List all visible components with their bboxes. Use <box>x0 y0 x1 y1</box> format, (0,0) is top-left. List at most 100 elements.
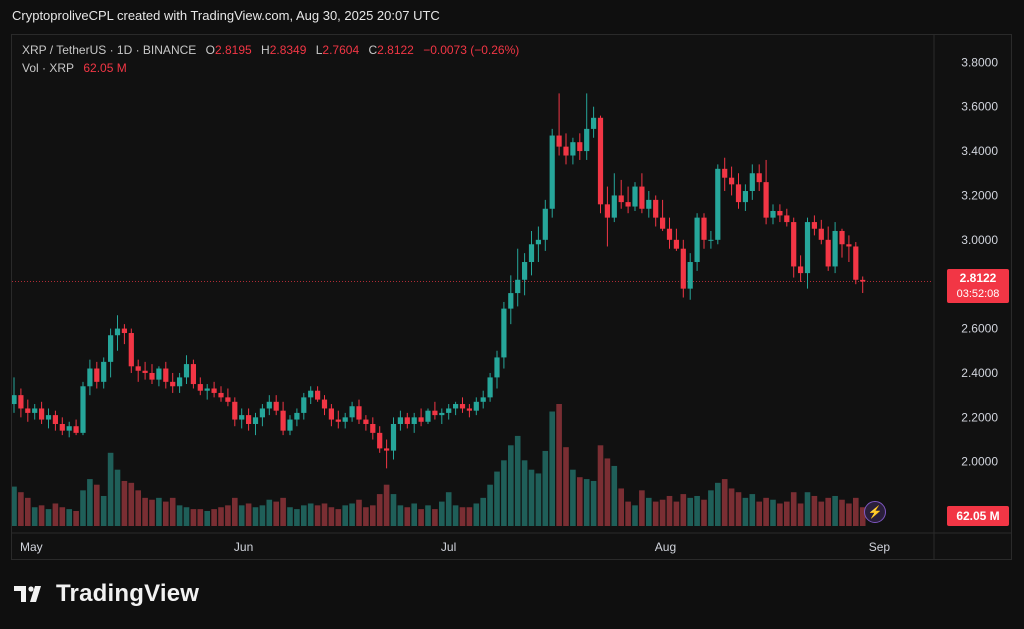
volume-bar <box>535 473 542 526</box>
volume-bar <box>307 503 314 526</box>
volume-bar <box>818 501 825 526</box>
candle-body <box>508 293 514 309</box>
chart-legend: XRP / TetherUS · 1D · BINANCE O2.8195 H2… <box>22 41 519 77</box>
volume-bar <box>425 505 431 526</box>
volume-bar <box>811 495 818 526</box>
candle-body <box>722 168 728 178</box>
volume-bar <box>404 507 411 526</box>
candle-body <box>453 404 459 409</box>
candle-body <box>12 395 17 405</box>
volume-bar <box>590 480 597 526</box>
volume-bar <box>784 501 790 526</box>
volume-bar <box>632 505 638 526</box>
candle-body <box>811 222 817 229</box>
volume-bar <box>708 490 714 526</box>
volume-bar <box>494 471 500 526</box>
candle-body <box>639 186 645 209</box>
legend-low-value: 2.7604 <box>322 43 360 57</box>
volume-bar <box>604 458 611 526</box>
candle-body <box>432 410 438 416</box>
volume-bar <box>804 492 811 526</box>
volume-bar <box>176 505 183 526</box>
volume-bar <box>259 505 266 526</box>
volume-bar <box>169 497 176 526</box>
candle-body <box>660 217 666 229</box>
volume-bar <box>376 494 383 526</box>
candle-body <box>425 410 431 422</box>
candle-body <box>804 222 811 274</box>
y-tick-label: 3.0000 <box>961 233 998 247</box>
candle-body <box>142 370 148 373</box>
candle-body <box>197 384 203 391</box>
candle-body <box>404 417 410 424</box>
candle-body <box>694 217 700 263</box>
candle-body <box>356 406 362 420</box>
volume-bar <box>59 507 66 526</box>
candle-body <box>777 210 783 216</box>
bolt-icon[interactable]: ⚡ <box>864 501 886 523</box>
volume-bar <box>853 497 859 526</box>
candle-body <box>370 423 376 433</box>
volume-bar <box>825 497 831 526</box>
candle-body <box>459 404 466 409</box>
candle-body <box>825 239 831 267</box>
volume-bar <box>666 495 673 526</box>
volume-bar <box>363 507 369 526</box>
volume-bar <box>328 507 335 526</box>
candle-body <box>515 279 521 294</box>
candle-body <box>791 222 797 267</box>
volume-bar <box>501 460 507 526</box>
candle-body <box>239 415 245 420</box>
candle-body <box>377 432 383 449</box>
candle-body <box>163 368 169 382</box>
volume-bar <box>728 488 735 526</box>
candle-body <box>156 368 162 380</box>
volume-bar <box>18 492 24 526</box>
volume-bar <box>646 497 652 526</box>
candle-body <box>183 364 190 378</box>
candle-body <box>646 199 652 209</box>
volume-bar <box>335 509 342 526</box>
volume-bar <box>411 503 417 526</box>
volume-bar <box>749 494 756 526</box>
volume-bar <box>190 509 197 526</box>
candle-body <box>246 415 252 424</box>
volume-bar <box>397 505 404 526</box>
chart-area[interactable]: 3.80003.60003.40003.20003.00002.80002.60… <box>11 34 1012 560</box>
candle-body <box>756 173 762 183</box>
volume-bar <box>156 497 162 526</box>
candle-body <box>680 248 686 289</box>
volume-bar <box>383 484 390 526</box>
legend-high-value: 2.8349 <box>269 43 307 57</box>
candle-body <box>818 228 824 240</box>
volume-bar <box>542 450 549 526</box>
candle-body <box>342 417 348 422</box>
candle-body <box>204 388 210 391</box>
volume-bar <box>445 492 452 526</box>
volume-bar <box>45 509 52 526</box>
candle-body <box>18 395 24 409</box>
candle-body <box>94 368 100 382</box>
volume-bar <box>52 503 59 526</box>
volume-bar <box>777 503 783 526</box>
candlestick-chart[interactable]: 3.80003.60003.40003.20003.00002.80002.60… <box>12 35 1011 559</box>
candle-body <box>32 408 38 413</box>
last-price-tag: 2.8122 03:52:08 <box>947 269 1009 303</box>
candle-body <box>701 217 707 240</box>
volume-bar <box>563 447 569 526</box>
volume-bar <box>342 505 348 526</box>
volume-bar <box>87 479 93 526</box>
volume-bar <box>245 503 252 526</box>
candle-body <box>101 361 107 382</box>
candle-body <box>735 184 742 203</box>
y-tick-label: 3.8000 <box>961 55 998 69</box>
candle-body <box>252 417 259 424</box>
candle-body <box>418 417 424 422</box>
volume-bar <box>349 503 355 526</box>
legend-close-value: 2.8122 <box>377 43 414 57</box>
candle-body <box>335 419 341 422</box>
tradingview-logo[interactable]: TradingView <box>14 580 199 608</box>
volume-bar <box>549 411 555 526</box>
candle-body <box>439 412 445 416</box>
y-tick-label: 2.6000 <box>961 322 998 336</box>
